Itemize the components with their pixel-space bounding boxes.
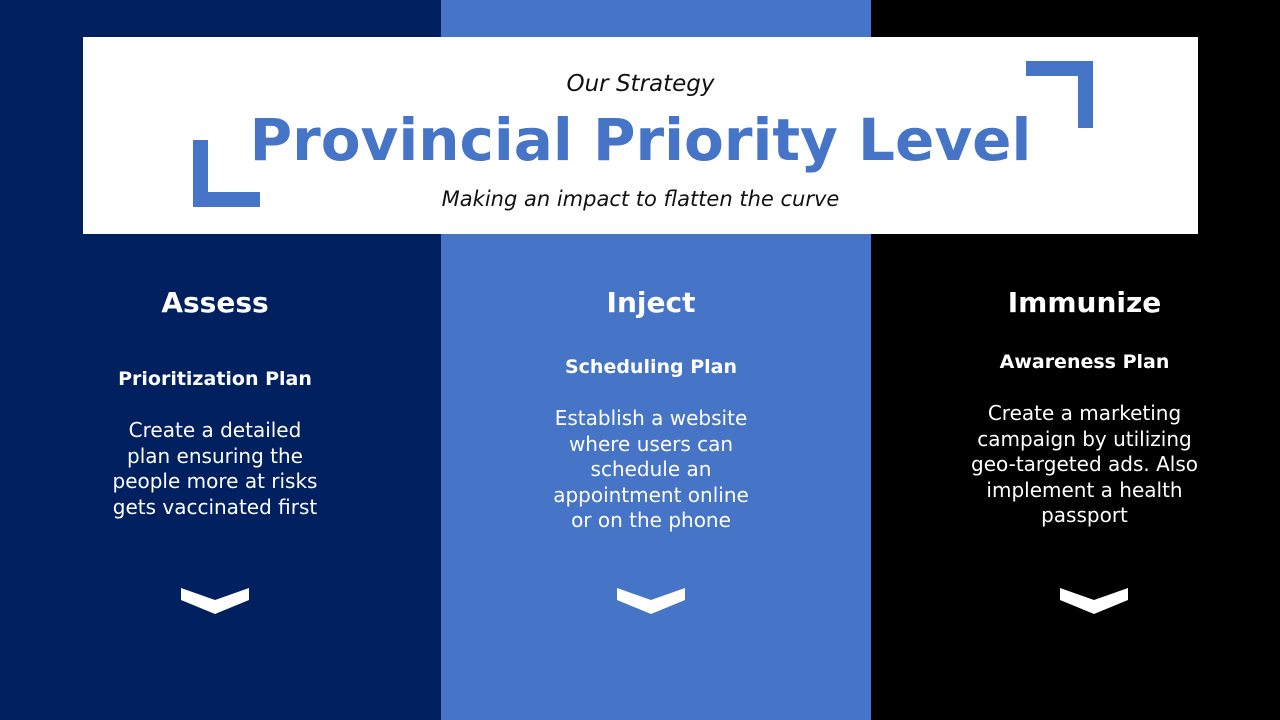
description-line: plan ensuring the	[127, 443, 303, 468]
bracket-corner-bottom-left-icon	[193, 140, 260, 207]
column-immunize: Immunize Awareness Plan Create a marketi…	[871, 0, 1280, 720]
plan-title: Scheduling Plan	[564, 356, 738, 378]
bracket-corner-top-right-icon	[1026, 61, 1093, 128]
description-line: Create a detailed	[128, 418, 302, 442]
description-line: gets vaccinated first	[112, 494, 318, 519]
chevron-down-icon	[181, 588, 249, 614]
column-heading: Inject	[606, 286, 696, 319]
description-line: people more at risks	[112, 469, 318, 493]
column-inject: Inject Scheduling Plan Establish a websi…	[441, 0, 861, 720]
chevron-down-icon	[617, 588, 685, 614]
description-line: schedule an	[590, 457, 712, 481]
plan-description: Create a detailed plan ensuring the peop…	[0, 418, 430, 520]
description-line: Create a marketing	[987, 401, 1182, 425]
description-line: geo-targeted ads. Also	[971, 452, 1198, 476]
plan-description: Create a marketing campaign by utilizing…	[889, 401, 1280, 529]
column-assess: Assess Prioritization Plan Create a deta…	[0, 0, 430, 720]
header-card: Our Strategy Provincial Priority Level M…	[83, 37, 1198, 234]
column-heading: Immunize	[1007, 286, 1162, 319]
description-line: Establish a website	[554, 406, 748, 430]
description-line: where users can	[568, 431, 734, 456]
eyebrow-text: Our Strategy	[566, 71, 715, 97]
plan-title: Awareness Plan	[999, 351, 1170, 373]
description-line: implement a health	[986, 477, 1183, 502]
description-line: appointment online	[553, 482, 749, 507]
plan-title: Prioritization Plan	[118, 368, 312, 390]
description-line: passport	[1041, 503, 1128, 527]
page-subtitle: Making an impact to flatten the curve	[441, 187, 840, 211]
chevron-down-icon	[1060, 588, 1128, 614]
description-line: or on the phone	[571, 508, 731, 532]
column-heading: Assess	[161, 286, 269, 319]
page-title: Provincial Priority Level	[249, 106, 1032, 174]
description-line: campaign by utilizing	[977, 426, 1192, 451]
plan-description: Establish a website where users can sche…	[441, 406, 861, 534]
